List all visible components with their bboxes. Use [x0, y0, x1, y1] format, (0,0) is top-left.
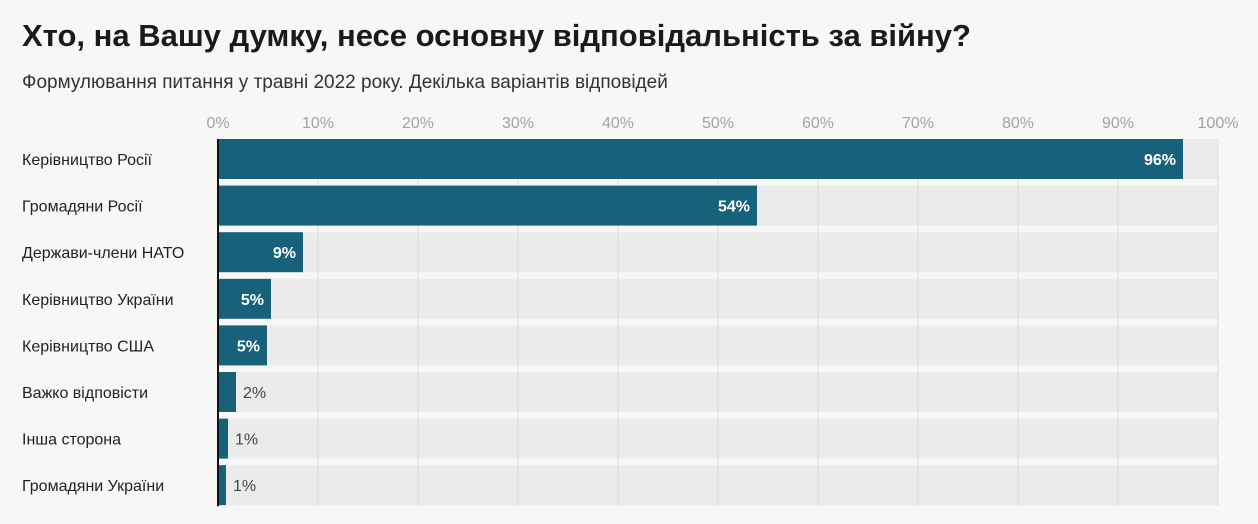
category-label: Інша сторона [22, 432, 121, 449]
x-tick-label: 10% [302, 115, 334, 132]
category-label: Керівництво України [22, 292, 174, 309]
x-tick-label: 50% [702, 115, 734, 132]
x-tick-label: 70% [902, 115, 934, 132]
x-tick-label: 60% [802, 115, 834, 132]
bar [218, 372, 236, 412]
x-tick-label: 40% [602, 115, 634, 132]
data-label: 96% [1144, 152, 1176, 169]
x-tick-label: 90% [1102, 115, 1134, 132]
bar [218, 325, 267, 366]
x-tick-label: 20% [402, 115, 434, 132]
data-label: 54% [718, 199, 750, 216]
data-label: 2% [243, 385, 266, 402]
data-label: 1% [235, 432, 258, 449]
bar [218, 232, 303, 273]
category-label: Громадяни України [22, 478, 164, 495]
bar [218, 185, 757, 226]
x-tick-label: 80% [1002, 115, 1034, 132]
category-label: Держави-члени НАТО [22, 245, 184, 262]
x-tick-label: 0% [206, 115, 229, 132]
category-label: Громадяни Росії [22, 199, 143, 216]
bar [218, 418, 228, 459]
bar [218, 139, 1183, 179]
chart-title: Хто, на Вашу думку, несе основну відпові… [22, 18, 971, 53]
bar [218, 465, 226, 506]
data-label: 1% [233, 478, 256, 495]
data-label: 9% [273, 245, 296, 262]
data-label: 5% [237, 338, 260, 355]
x-tick-label: 100% [1198, 115, 1239, 132]
category-label: Керівництво Росії [22, 152, 153, 169]
bar [218, 278, 271, 319]
category-label: Керівництво США [22, 338, 154, 355]
data-label: 5% [241, 292, 264, 309]
category-label: Важко відповісти [22, 385, 148, 402]
chart-subtitle: Формулювання питання у травні 2022 року.… [22, 72, 668, 93]
x-tick-label: 30% [502, 115, 534, 132]
